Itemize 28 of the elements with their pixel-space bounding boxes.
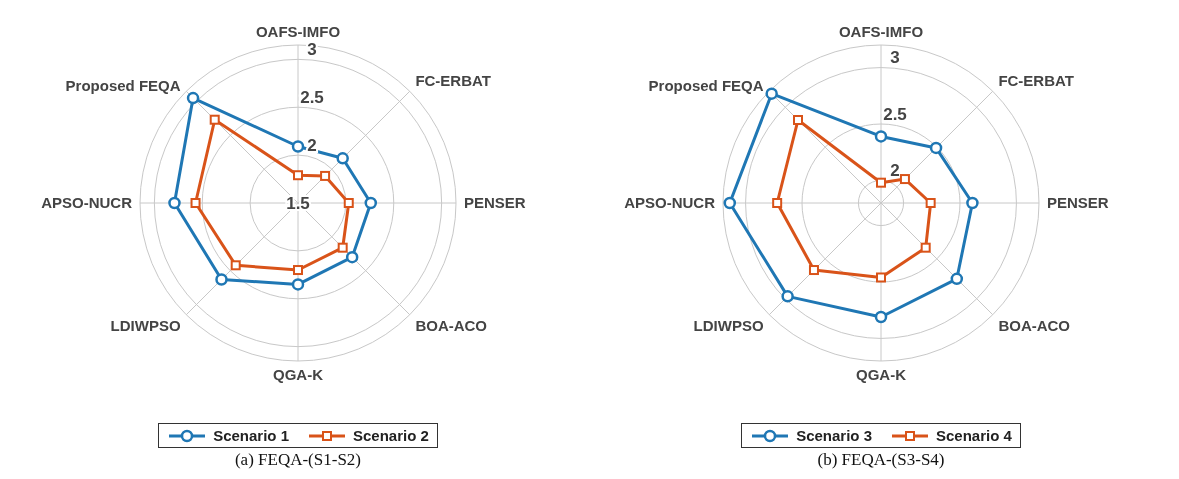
text: (a) FEQA-(S1-S2) — [233, 450, 363, 470]
spoke-label: BOA-ACO — [415, 317, 488, 335]
legend-label: Scenario 2 — [352, 427, 429, 444]
y-tick-label: 2.5 — [300, 87, 324, 107]
spoke-label: PENSER — [464, 194, 526, 212]
text: (b) FEQA-(S3-S4) — [816, 450, 946, 470]
y-tick-label: 2.5 — [883, 104, 907, 124]
spoke-label: LDIWPSO — [110, 317, 181, 335]
spoke-label: Proposed FEQA — [65, 76, 181, 94]
spoke-label: QGA-K — [856, 365, 907, 383]
spoke-label: LDIWPSO — [693, 317, 764, 335]
y-tick-label: 3 — [307, 39, 317, 59]
spoke-label: FC-ERBAT — [415, 71, 491, 89]
legend-label: Scenario 1 — [212, 427, 289, 444]
spoke-label: FC-ERBAT — [998, 71, 1074, 89]
legend-label: Scenario 4 — [935, 427, 1012, 444]
y-tick-label: 1.5 — [286, 193, 310, 213]
spoke-label: OAFS-IMFO — [838, 23, 924, 40]
spoke-label: OAFS-IMFO — [255, 23, 341, 40]
spoke-label: PENSER — [1047, 194, 1109, 212]
spoke-label: BOA-ACO — [998, 317, 1071, 335]
y-tick-label: 3 — [890, 48, 900, 68]
spoke-label: APSO-NUCR — [624, 194, 716, 212]
spoke-label: Proposed FEQA — [648, 76, 764, 94]
spoke-label: APSO-NUCR — [41, 194, 133, 212]
y-tick-label: 2 — [890, 160, 900, 180]
legend-label: Scenario 3 — [795, 427, 872, 444]
spoke-label: QGA-K — [273, 365, 324, 383]
